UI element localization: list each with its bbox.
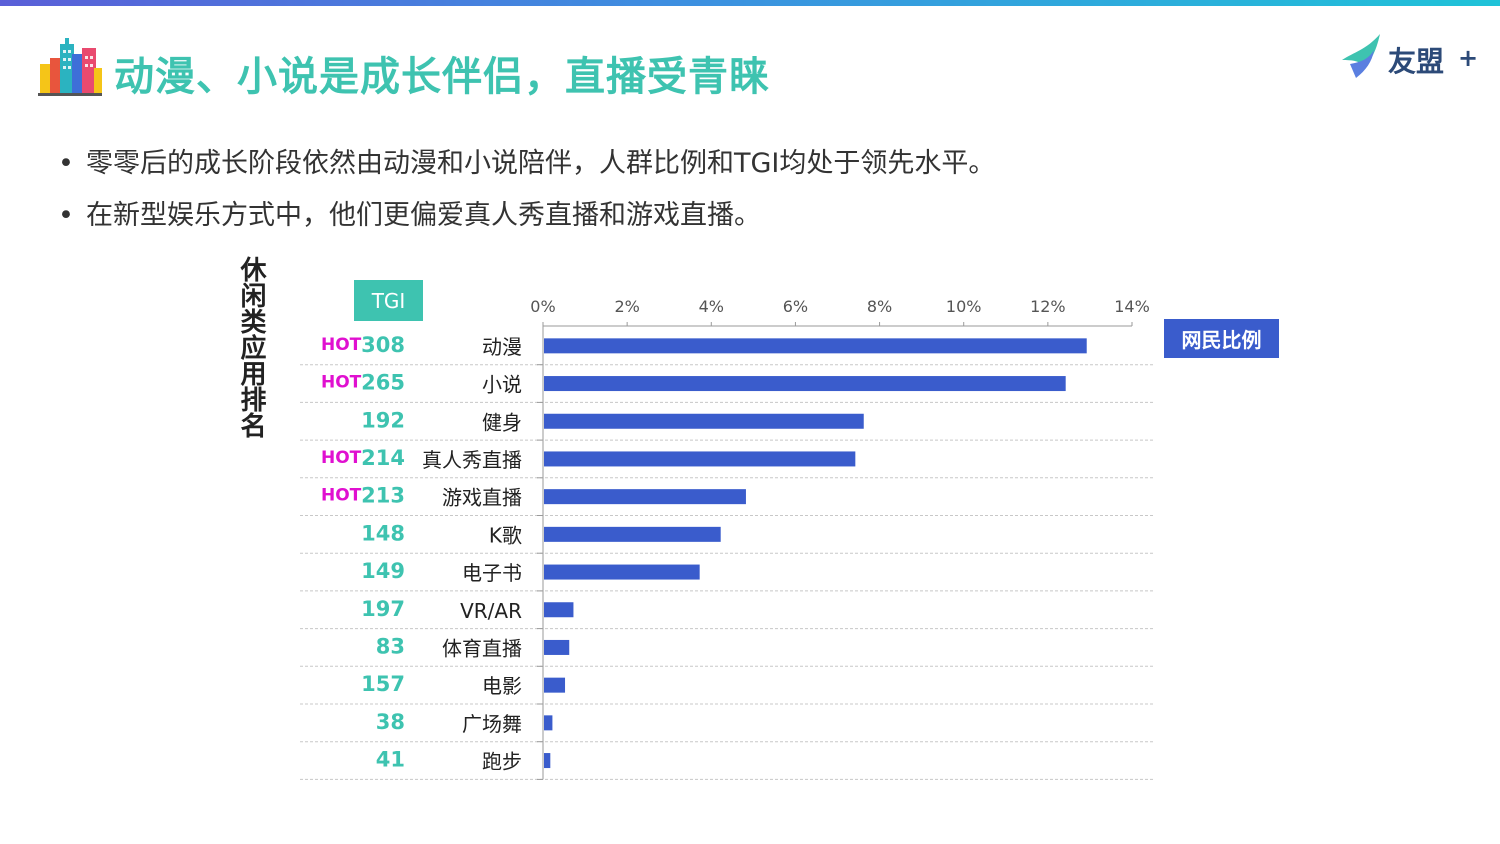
bullet-item-1: 零零后的成长阶段依然由动漫和小说陪伴，人群比例和TGI均处于领先水平。 (58, 138, 995, 190)
bar (544, 451, 856, 467)
category-label: 电子书 (462, 561, 522, 585)
hot-badge: HOT (321, 373, 362, 393)
bar (544, 564, 700, 580)
tgi-value: 157 (361, 672, 405, 696)
x-tick-label: 12% (1030, 297, 1066, 316)
city-buildings-icon (38, 38, 102, 96)
ranking-vertical-title: 休闲类应用排名 (236, 256, 266, 438)
tgi-header: TGI (354, 280, 423, 321)
x-tick-label: 0% (530, 297, 555, 316)
tgi-value: 149 (361, 559, 405, 583)
category-label: 健身 (482, 410, 522, 434)
bar (544, 489, 746, 505)
logo-plus: + (1458, 44, 1479, 72)
bar (544, 639, 570, 655)
tgi-value: 83 (376, 634, 405, 658)
tgi-value: 41 (376, 748, 405, 772)
category-label: 电影 (482, 674, 522, 698)
tgi-value: 192 (361, 408, 405, 432)
category-label: K歌 (489, 523, 522, 547)
legend-netizen-ratio: 网民比例 (1164, 319, 1279, 358)
bar (544, 338, 1087, 354)
hot-badge: HOT (321, 335, 362, 355)
tgi-value: 197 (361, 597, 405, 621)
tgi-value: 148 (361, 521, 405, 545)
x-tick-label: 6% (783, 297, 808, 316)
category-label: 小说 (482, 373, 522, 397)
category-label: 游戏直播 (442, 486, 522, 510)
bar (544, 413, 864, 429)
bar (544, 376, 1066, 392)
category-label: 真人秀直播 (422, 448, 522, 472)
bar (544, 715, 553, 731)
tgi-value: 38 (376, 710, 405, 734)
bullet-list: 零零后的成长阶段依然由动漫和小说陪伴，人群比例和TGI均处于领先水平。 在新型娱… (58, 138, 995, 242)
bar (544, 526, 721, 542)
category-label: 广场舞 (462, 712, 522, 736)
bullet-item-2: 在新型娱乐方式中，他们更偏爱真人秀直播和游戏直播。 (58, 190, 995, 242)
category-label: VR/AR (460, 599, 522, 623)
x-tick-label: 8% (867, 297, 892, 316)
logo-text: 友盟 (1388, 45, 1445, 78)
page-title: 动漫、小说是成长伴侣，直播受青睐 (114, 54, 770, 100)
bar (544, 677, 566, 693)
tgi-value: 308 (361, 333, 405, 357)
tgi-value: 214 (361, 446, 405, 470)
category-label: 体育直播 (442, 636, 522, 660)
umeng-bird-logo-icon (1342, 34, 1380, 78)
x-tick-label: 10% (946, 297, 982, 316)
hot-badge: HOT (321, 448, 362, 468)
category-label: 动漫 (482, 335, 522, 359)
tgi-value: 213 (361, 484, 405, 508)
category-label: 跑步 (482, 750, 522, 774)
x-tick-label: 14% (1114, 297, 1150, 316)
top-accent-bar (0, 0, 1500, 6)
tgi-value: 265 (361, 371, 405, 395)
x-tick-label: 2% (614, 297, 639, 316)
hot-badge: HOT (321, 486, 362, 506)
bar (544, 602, 574, 618)
x-tick-label: 4% (699, 297, 724, 316)
bar (544, 753, 551, 769)
